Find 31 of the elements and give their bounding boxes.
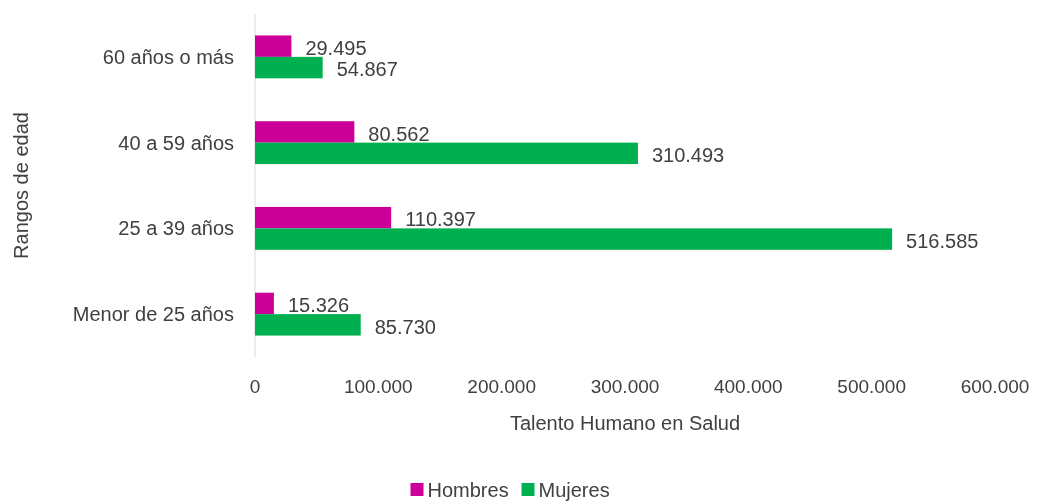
x-tick-label: 600.000 — [960, 376, 1030, 397]
y-tick-label: 25 a 39 años — [118, 217, 234, 240]
bar — [255, 314, 361, 336]
data-label: 54.867 — [336, 58, 398, 81]
x-tick-label: 300.000 — [590, 376, 660, 397]
y-axis-title: Rangos de edad — [10, 112, 32, 259]
data-label: 310.493 — [651, 144, 725, 167]
y-tick-label: 40 a 59 años — [118, 131, 234, 154]
data-label: 29.495 — [305, 36, 367, 59]
legend-label: Mujeres — [538, 479, 610, 501]
data-label: 15.326 — [287, 294, 350, 317]
bar — [255, 121, 355, 143]
bar — [255, 142, 638, 165]
data-label: 516.585 — [906, 229, 979, 252]
data-label: 85.730 — [374, 315, 436, 338]
x-axis-title: Talento Humano en Salud — [509, 412, 741, 434]
x-tick-label: 0 — [249, 376, 261, 397]
y-tick-label: 60 años o más — [102, 45, 234, 68]
bar — [255, 35, 292, 57]
x-tick-label: 400.000 — [713, 376, 783, 397]
data-label: 80.562 — [368, 122, 430, 145]
x-tick-label: 500.000 — [837, 376, 907, 397]
x-tick-label: 100.000 — [343, 376, 413, 397]
legend-label: Hombres — [427, 479, 509, 501]
data-label: 110.397 — [405, 208, 476, 231]
bar — [255, 292, 274, 315]
bar — [255, 228, 893, 250]
bar — [255, 206, 392, 229]
y-tick-label: Menor de 25 años — [72, 303, 234, 326]
bar — [255, 56, 323, 79]
x-tick-label: 200.000 — [467, 376, 537, 397]
